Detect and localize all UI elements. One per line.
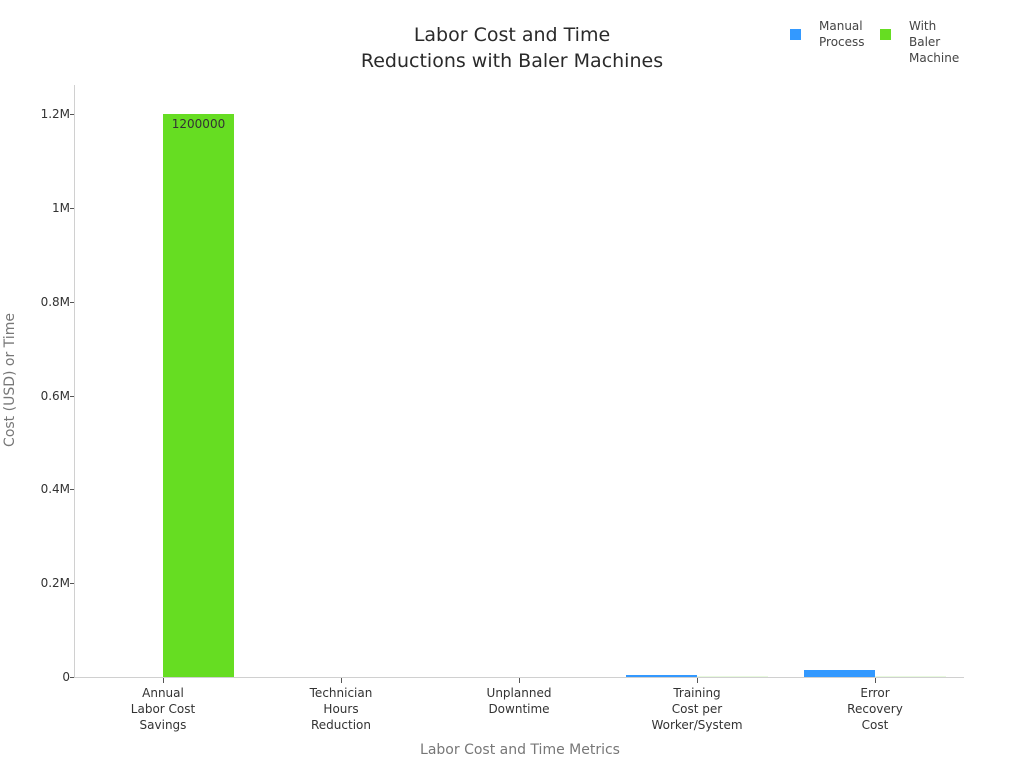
y-tick-mark (70, 395, 74, 397)
y-tick-label: 0.6M (40, 388, 70, 403)
x-tick-mark (519, 678, 520, 683)
y-tick-label: 0.4M (40, 482, 70, 497)
bar-value-label: 1200000 (171, 117, 226, 131)
y-tick-mark (70, 207, 74, 209)
y-tick-label: 1M (52, 200, 70, 215)
x-tick-mark (163, 678, 164, 683)
y-tick-mark (70, 677, 74, 678)
y-tick-mark (70, 114, 74, 115)
x-tick-mark (875, 678, 876, 683)
bar-baler[interactable] (697, 675, 768, 677)
x-tick-label: Annual Labor Cost Savings (130, 686, 196, 732)
x-tick-label: Error Recovery Cost (847, 686, 903, 732)
y-axis-title: Cost (USD) or Time (2, 313, 18, 447)
y-tick-label: 0.2M (40, 576, 70, 591)
legend-swatch-baler (880, 29, 891, 40)
bar-manual[interactable] (626, 674, 697, 677)
y-axis-line (74, 85, 75, 677)
x-tick-mark (697, 678, 698, 683)
x-tick-label: Unplanned Downtime (486, 686, 552, 716)
y-tick-label: 0.8M (40, 294, 70, 309)
chart-title-line-2: Reductions with Baler Machines (360, 50, 664, 72)
y-tick-mark (70, 489, 74, 491)
legend-label-baler: With Baler Machine (909, 19, 960, 65)
y-tick-label: 1.2M (40, 107, 70, 121)
y-tick-mark (70, 301, 74, 303)
bar-baler[interactable] (163, 114, 234, 677)
x-tick-mark (341, 678, 342, 683)
bar-manual[interactable] (804, 669, 875, 677)
x-tick-label: Technician Hours Reduction (309, 686, 373, 732)
y-tick-label: 0 (62, 670, 70, 684)
bar-baler[interactable] (875, 675, 946, 677)
y-tick-mark (70, 583, 74, 585)
legend-label-manual: Manual Process (819, 19, 865, 49)
x-axis-line (74, 677, 964, 678)
x-axis-title: Labor Cost and Time Metrics (420, 742, 620, 758)
legend-swatch-manual (790, 29, 801, 40)
x-tick-label: Training Cost per Worker/System (651, 686, 743, 732)
chart-title-line-1: Labor Cost and Time (413, 24, 611, 46)
